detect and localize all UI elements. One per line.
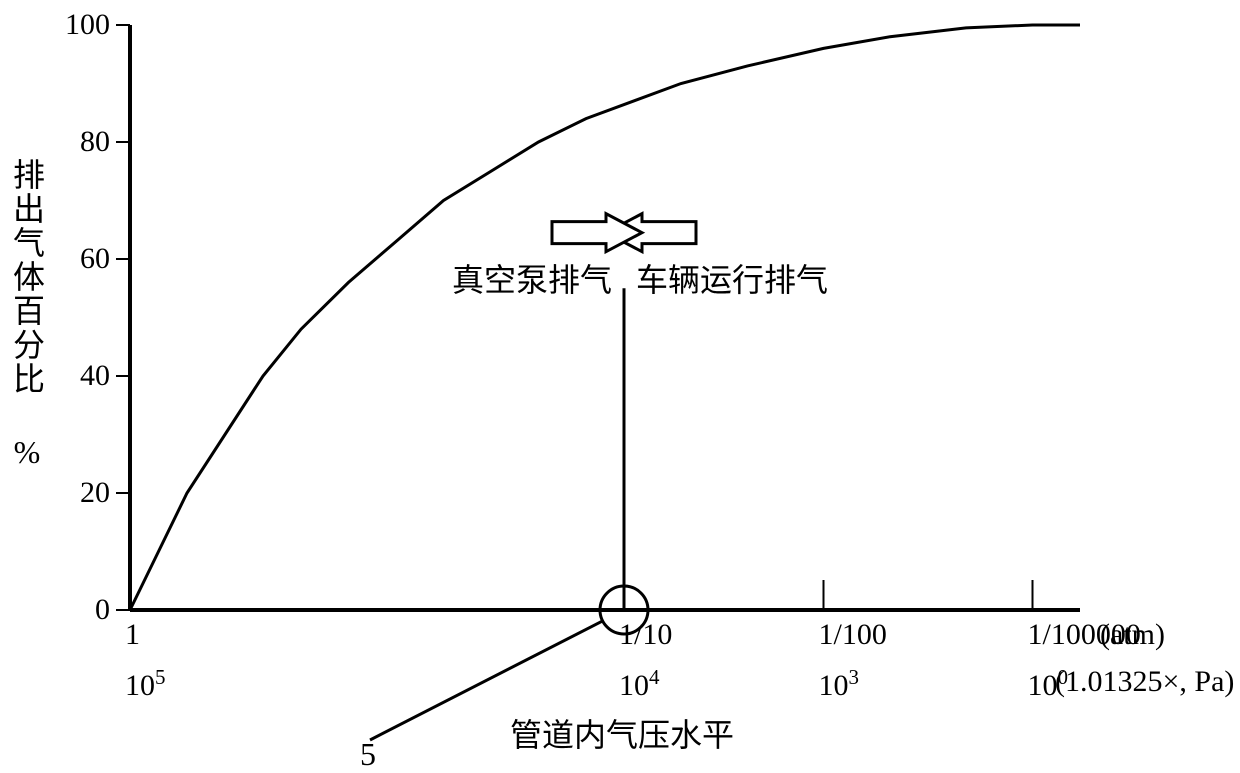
divider-left-label: 真空泵排气 [452,255,612,301]
x-tick-label-atm: 1/10 [619,618,672,652]
y-axis-title: 排出气体百分比 % [4,158,50,472]
x-tick-label-atm: 1/100 [819,618,887,652]
x-tick-label-pa: 103 [819,665,860,703]
curve-line [130,25,1080,610]
y-tick-label: 20 [80,476,110,510]
x-tick-label-pa: 105 [125,665,166,703]
callout-5-label: 5 [360,736,376,773]
x-tick-label-pa: 100 [1028,665,1069,703]
y-tick-label: 60 [80,242,110,276]
x-tick-label-atm: 1 [125,618,140,652]
y-tick-label: 0 [95,593,110,627]
y-tick-label: 100 [65,8,110,42]
x-axis-title: 管道内气压水平 [510,710,734,756]
x-tick-label-pa: 104 [619,665,660,703]
x-axis-unit-pa: (1.01325×, Pa) [1055,665,1234,699]
x-tick-label-atm: 1/100000 [1028,618,1141,652]
chart-container: 排出气体百分比 % 管道内气压水平 真空泵排气 车辆运行排气 (atm) (1.… [0,0,1240,771]
divider-right-label: 车辆运行排气 [636,255,828,301]
chart-svg [0,0,1240,771]
y-tick-label: 80 [80,125,110,159]
y-tick-label: 40 [80,359,110,393]
